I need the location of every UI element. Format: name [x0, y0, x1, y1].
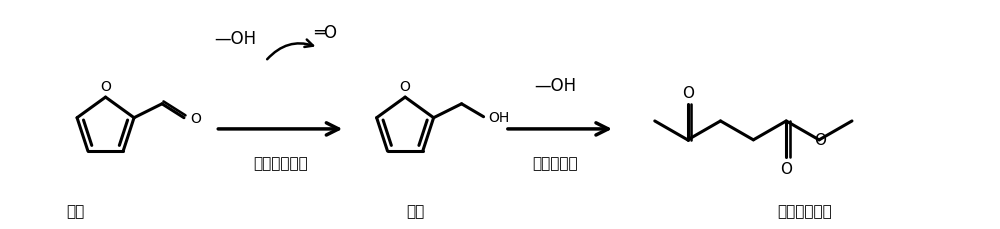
Text: O: O — [400, 79, 411, 93]
Text: 酸催化醇解: 酸催化醇解 — [532, 156, 578, 171]
Text: ═O: ═O — [314, 24, 337, 42]
Text: O: O — [190, 111, 201, 125]
Text: O: O — [780, 161, 792, 176]
Text: 糠醛: 糠醛 — [66, 204, 85, 218]
Text: —OH: —OH — [214, 30, 256, 48]
Text: 原位加氢反应: 原位加氢反应 — [253, 156, 308, 171]
Text: 乙酰丙酸甲酯: 乙酰丙酸甲酯 — [777, 204, 832, 218]
Text: OH: OH — [489, 110, 510, 124]
Text: O: O — [682, 86, 694, 101]
Text: 糠醇: 糠醇 — [406, 204, 424, 218]
Text: O: O — [100, 79, 111, 93]
Text: O: O — [814, 133, 826, 148]
Text: —OH: —OH — [534, 77, 576, 95]
